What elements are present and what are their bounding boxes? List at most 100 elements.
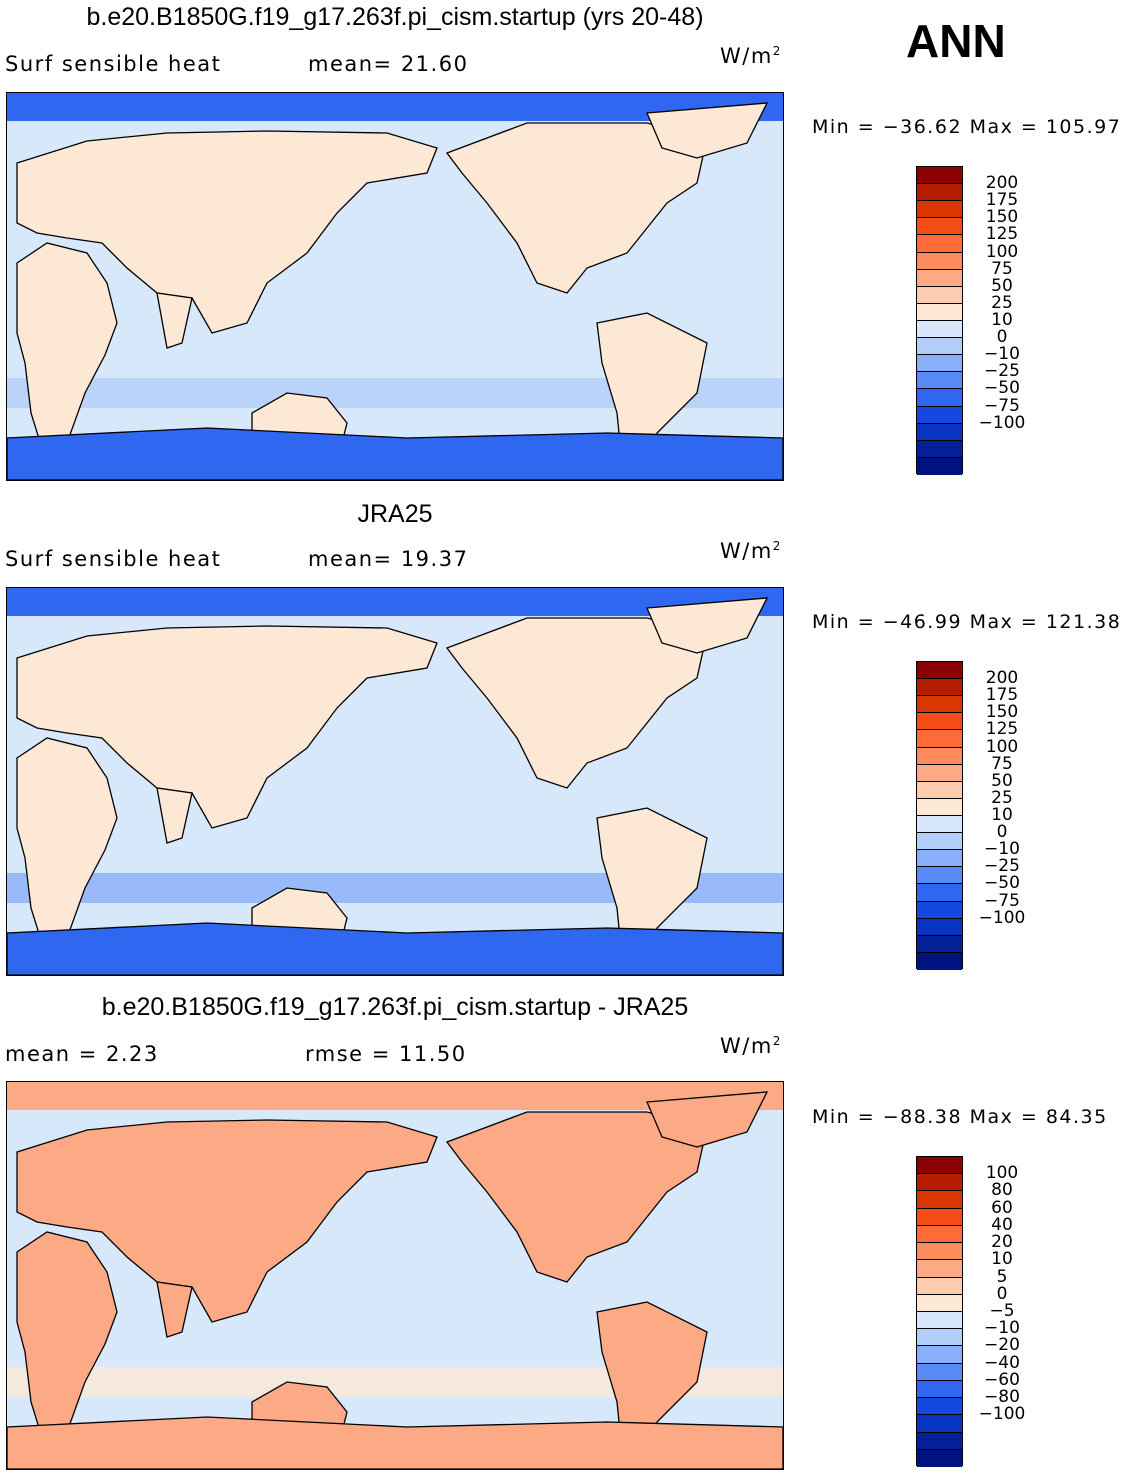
colorbar-tick-label: −60	[984, 1369, 1020, 1390]
colorbar-swatch	[917, 935, 962, 953]
colorbar-swatch	[917, 696, 962, 714]
land-greenland	[646, 1091, 769, 1148]
colorbar-swatch	[917, 679, 962, 697]
colorbar-tick-label: −80	[984, 1387, 1020, 1408]
land-europe-asia	[16, 1119, 438, 1323]
colorbar-swatch	[917, 781, 962, 799]
panel2-mean: mean= 19.37	[308, 547, 469, 571]
land-europe-asia	[16, 625, 438, 829]
colorbar-tick-label: −25	[984, 856, 1020, 877]
colorbar-swatch	[917, 884, 962, 902]
colorbar-swatch	[917, 1346, 962, 1364]
colorbar-tick-label: −10	[984, 839, 1020, 860]
colorbar-tick-label: −10	[984, 344, 1020, 365]
colorbar-tick-label: 75	[991, 753, 1013, 774]
season-label: ANN	[906, 15, 1006, 67]
colorbar-swatch	[917, 730, 962, 748]
colorbar-swatch	[917, 1363, 962, 1381]
colorbar-swatch	[917, 1225, 962, 1244]
colorbar-swatch	[917, 918, 962, 936]
colorbar-tick-label: 125	[985, 719, 1019, 740]
colorbar-swatch	[917, 815, 962, 834]
panel3-rmse: rmse = 11.50	[305, 1042, 467, 1066]
land-africa	[16, 242, 118, 460]
land-india	[156, 1281, 193, 1338]
colorbar-tick-label: 10	[991, 805, 1013, 825]
panel1-mean: mean= 21.60	[308, 52, 469, 76]
panel2-title: JRA25	[357, 500, 433, 528]
panel2-left-label: Surf sensible heat	[5, 547, 222, 571]
colorbar-swatch	[917, 389, 962, 407]
colorbar-swatch	[917, 440, 962, 458]
colorbar-swatch	[917, 1380, 962, 1399]
panel3-minmax: Min = −88.38 Max = 84.35	[812, 1106, 1108, 1128]
colorbar-tick-label: −50	[984, 873, 1020, 894]
colorbar-swatch	[917, 1157, 962, 1175]
colorbar-tick-label: 200	[985, 173, 1019, 194]
panel1-map-svg	[7, 93, 783, 480]
colorbar-tick-label: −75	[984, 890, 1020, 911]
colorbar-tick-label: −25	[984, 361, 1020, 382]
colorbar-swatch	[917, 423, 962, 441]
colorbar-swatch	[917, 372, 962, 390]
panel1-map	[6, 92, 784, 481]
colorbar-tick-label: 60	[991, 1197, 1013, 1218]
panel1-title: b.e20.B1850G.f19_g17.263f.pi_cism.startu…	[86, 3, 704, 31]
colorbar-tick-label: 10	[991, 310, 1013, 330]
colorbar-tick-label: −50	[984, 378, 1020, 399]
colorbar-swatch	[917, 1260, 962, 1278]
colorbar-tick-label: −100	[978, 412, 1026, 433]
land-africa	[16, 737, 118, 955]
colorbar-swatch	[917, 901, 962, 919]
panel2-minmax: Min = −46.99 Max = 121.38	[812, 611, 1122, 633]
colorbar-swatch	[917, 201, 962, 219]
colorbar-tick-label: 150	[985, 207, 1019, 228]
colorbar-tick-label: 125	[985, 224, 1019, 245]
colorbar-swatch	[917, 764, 962, 782]
colorbar-tick-label: 50	[991, 770, 1013, 791]
colorbar-swatch	[917, 1329, 962, 1347]
colorbar-tick-label: 150	[985, 702, 1019, 723]
colorbar-swatch	[917, 1191, 962, 1209]
panel3-map	[6, 1081, 784, 1470]
colorbar-swatch	[917, 1243, 962, 1261]
land-europe-asia	[16, 130, 438, 334]
colorbar-tick-label: 25	[991, 292, 1013, 313]
colorbar-swatch	[917, 167, 962, 185]
colorbar-tick-label: 75	[991, 258, 1013, 279]
colorbar-tick-label: 200	[985, 668, 1019, 689]
colorbar-swatch	[917, 1294, 962, 1312]
colorbar-swatch	[917, 252, 962, 270]
colorbar-tick-label: −5	[989, 1301, 1015, 1321]
land-india	[156, 787, 193, 844]
colorbar-swatch	[917, 867, 962, 885]
colorbar-tick-label: 0	[996, 327, 1008, 348]
colorbar-swatch	[917, 1311, 962, 1330]
panel2-units: W/m2	[720, 539, 782, 563]
land-africa	[16, 1231, 118, 1449]
land-greenland	[646, 102, 769, 159]
colorbar-tick-label: −100	[978, 907, 1026, 928]
colorbar-swatch	[917, 338, 962, 356]
colorbar-tick-label: 0	[996, 822, 1008, 843]
land-antarctica	[7, 427, 783, 480]
colorbar-tick-label: −40	[984, 1352, 1020, 1373]
panel3-map-svg	[7, 1082, 783, 1469]
colorbar-swatch	[917, 747, 962, 765]
colorbar-swatch	[917, 1398, 962, 1416]
colorbar-swatch	[917, 1174, 962, 1192]
colorbar-tick-label: 5	[996, 1266, 1008, 1287]
panel3-mean: mean = 2.23	[5, 1042, 159, 1066]
colorbar-tick-label: 100	[985, 1163, 1019, 1184]
panel2-map	[6, 587, 784, 976]
colorbar-swatch	[917, 1432, 962, 1450]
colorbar-swatch	[917, 235, 962, 253]
colorbar-swatch	[917, 218, 962, 236]
colorbar-swatch	[917, 713, 962, 731]
colorbar-tick-label: 175	[985, 685, 1019, 706]
colorbar-swatch	[917, 662, 962, 680]
land-antarctica	[7, 922, 783, 975]
panel2-map-svg	[7, 588, 783, 975]
colorbar-tick-label: 50	[991, 275, 1013, 296]
colorbar-swatch	[917, 406, 962, 424]
